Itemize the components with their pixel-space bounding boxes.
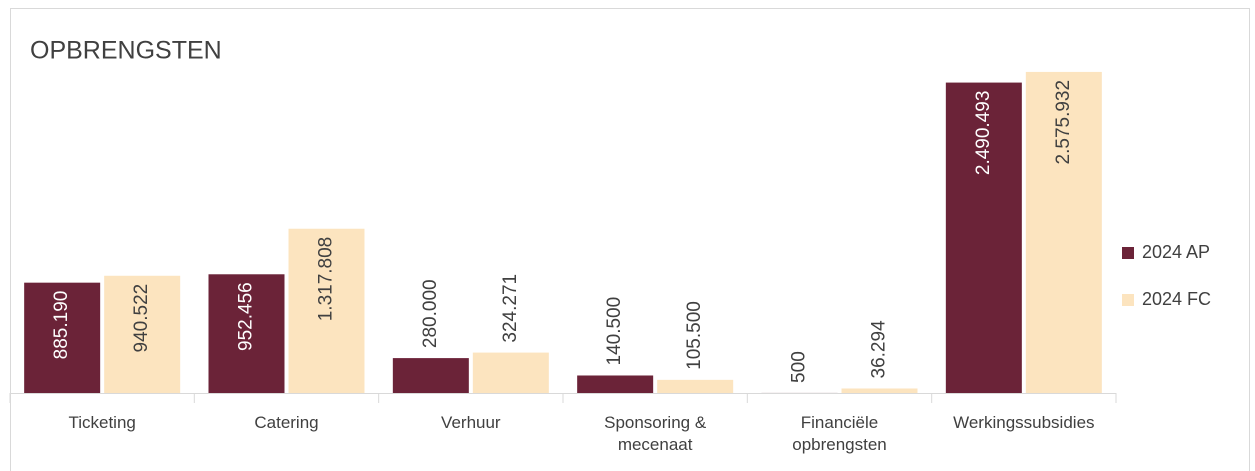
x-tick-label: Verhuur	[441, 413, 501, 432]
frame	[10, 8, 1250, 471]
legend-label: 2024 AP	[1142, 242, 1210, 262]
data-label: 105.500	[684, 301, 705, 370]
bar	[24, 282, 101, 393]
x-tick-label: Sponsoring & mecenaat	[604, 413, 707, 454]
bar	[945, 82, 1022, 394]
data-label: 140.500	[604, 297, 625, 366]
data-label: 940.522	[131, 284, 152, 353]
bar	[841, 388, 918, 393]
bar	[577, 375, 654, 393]
bar	[208, 274, 285, 393]
x-tick-label: Ticketing	[68, 413, 136, 432]
bar	[1025, 71, 1102, 394]
bar	[472, 352, 549, 393]
bar	[104, 275, 181, 393]
x-tick-label: Financiële opbrengsten	[792, 413, 887, 454]
data-label: 1.317.808	[316, 237, 337, 322]
data-label: 2.490.493	[973, 91, 994, 176]
bar	[288, 228, 365, 393]
chart-title: OPBRENGSTEN	[30, 37, 222, 65]
bar	[657, 379, 734, 393]
legend-label: 2024 FC	[1142, 289, 1211, 309]
data-label: 324.271	[500, 274, 521, 343]
data-label: 36.294	[869, 320, 890, 379]
x-tick-label: Werkingssubsidies	[953, 413, 1095, 432]
data-label: 280.000	[420, 279, 441, 348]
data-label: 500	[789, 351, 810, 383]
legend-swatch	[1122, 294, 1134, 306]
legend-swatch	[1122, 247, 1134, 259]
bar	[392, 358, 469, 393]
x-tick-label: Catering	[254, 413, 319, 432]
data-label: 952.456	[236, 282, 257, 351]
data-label: 885.190	[51, 291, 72, 360]
data-label: 2.575.932	[1053, 80, 1074, 165]
